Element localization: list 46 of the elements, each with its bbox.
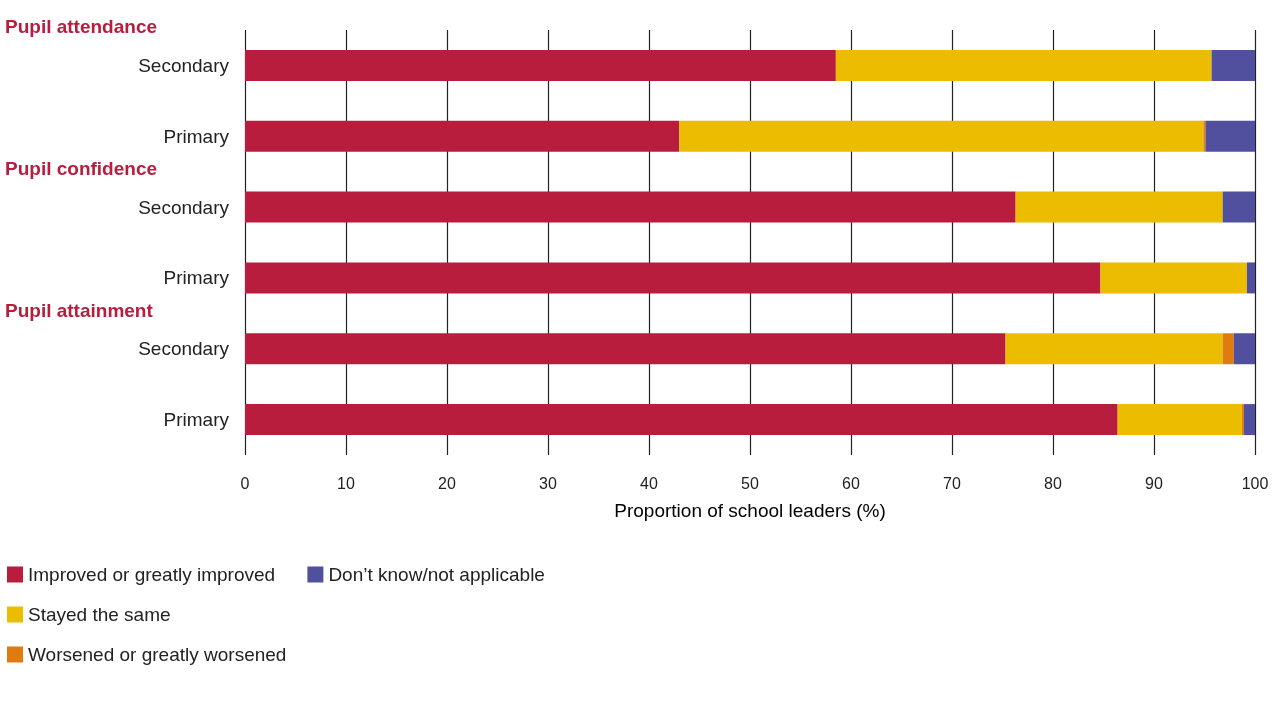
bar: [1222, 333, 1234, 365]
bar: [1243, 404, 1255, 436]
bar: [1100, 262, 1247, 294]
bar: [1241, 404, 1244, 436]
legend-label: Stayed the same: [28, 604, 171, 625]
legend-label: Improved or greatly improved: [28, 564, 276, 585]
bar: [245, 191, 1016, 223]
bar: [1203, 120, 1206, 152]
bar: [679, 120, 1204, 152]
bar: [1246, 262, 1255, 294]
y-tick-label: Secondary: [138, 196, 230, 218]
text: Pupil attainment: [5, 299, 154, 321]
bar: [245, 49, 836, 81]
y-tick-label: Primary: [163, 409, 230, 431]
y-tick-label: Primary: [163, 267, 230, 289]
x-tick-label: 50: [741, 474, 759, 492]
legend-label: Don’t know/not applicable: [328, 564, 545, 585]
bar: [1015, 191, 1223, 223]
bar: [245, 333, 1006, 365]
x-tick-label: 60: [842, 474, 860, 492]
x-tick-label: 20: [438, 474, 456, 492]
bar: [1222, 191, 1255, 223]
bar: [1211, 49, 1255, 81]
x-tick-label: 0: [240, 474, 250, 492]
bar: [1005, 333, 1223, 365]
text: Pupil attendance: [5, 16, 158, 38]
x-tick-label: 30: [539, 474, 557, 492]
bar: [245, 262, 1101, 294]
x-tick-label: 80: [1044, 474, 1062, 492]
x-tick-label: 100: [1241, 474, 1269, 492]
y-tick-label: Secondary: [138, 338, 230, 360]
x-axis-title: Proportion of school leaders (%): [614, 500, 886, 521]
bar: [1117, 404, 1242, 436]
legend-label: Worsened or greatly worsened: [28, 644, 287, 665]
x-tick-label: 40: [640, 474, 658, 492]
x-tick-label: 90: [1145, 474, 1163, 492]
bar: [1233, 333, 1255, 365]
bar: [835, 49, 1212, 81]
bar: [1205, 120, 1255, 152]
x-tick-label: 70: [943, 474, 961, 492]
text: Pupil confidence: [5, 158, 158, 180]
bar: [245, 404, 1118, 436]
y-tick-label: Primary: [163, 125, 230, 147]
y-tick-label: Secondary: [138, 54, 230, 76]
bar: [245, 120, 680, 152]
x-tick-label: 10: [337, 474, 355, 492]
